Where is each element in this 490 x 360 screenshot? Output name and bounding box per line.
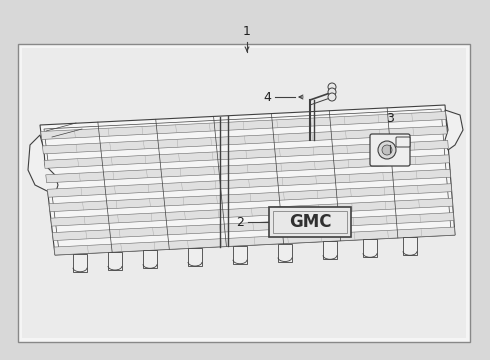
Polygon shape — [188, 248, 202, 266]
Polygon shape — [363, 239, 377, 257]
Polygon shape — [28, 135, 58, 195]
Text: 2: 2 — [236, 216, 244, 229]
FancyBboxPatch shape — [396, 137, 410, 147]
Polygon shape — [52, 213, 454, 240]
Circle shape — [382, 145, 392, 155]
Polygon shape — [48, 169, 451, 197]
Polygon shape — [108, 252, 122, 270]
Text: 3: 3 — [386, 112, 394, 125]
Circle shape — [328, 93, 336, 101]
Polygon shape — [73, 254, 87, 272]
Circle shape — [378, 141, 396, 159]
Polygon shape — [46, 155, 449, 183]
Polygon shape — [143, 250, 157, 268]
Polygon shape — [49, 184, 452, 212]
Polygon shape — [41, 112, 446, 139]
Polygon shape — [403, 237, 417, 255]
Text: 4: 4 — [263, 90, 271, 104]
Text: 1: 1 — [243, 25, 251, 38]
Polygon shape — [278, 243, 292, 261]
Polygon shape — [51, 198, 453, 226]
Circle shape — [328, 88, 336, 96]
FancyBboxPatch shape — [370, 134, 410, 166]
Polygon shape — [40, 105, 455, 255]
Text: GMC: GMC — [289, 213, 331, 231]
Polygon shape — [43, 126, 447, 154]
Polygon shape — [323, 241, 337, 259]
Polygon shape — [445, 110, 463, 150]
Polygon shape — [54, 227, 455, 255]
Polygon shape — [44, 140, 448, 168]
FancyBboxPatch shape — [22, 48, 466, 338]
FancyBboxPatch shape — [269, 207, 351, 237]
Circle shape — [328, 83, 336, 91]
FancyBboxPatch shape — [18, 44, 470, 342]
Polygon shape — [233, 246, 247, 264]
